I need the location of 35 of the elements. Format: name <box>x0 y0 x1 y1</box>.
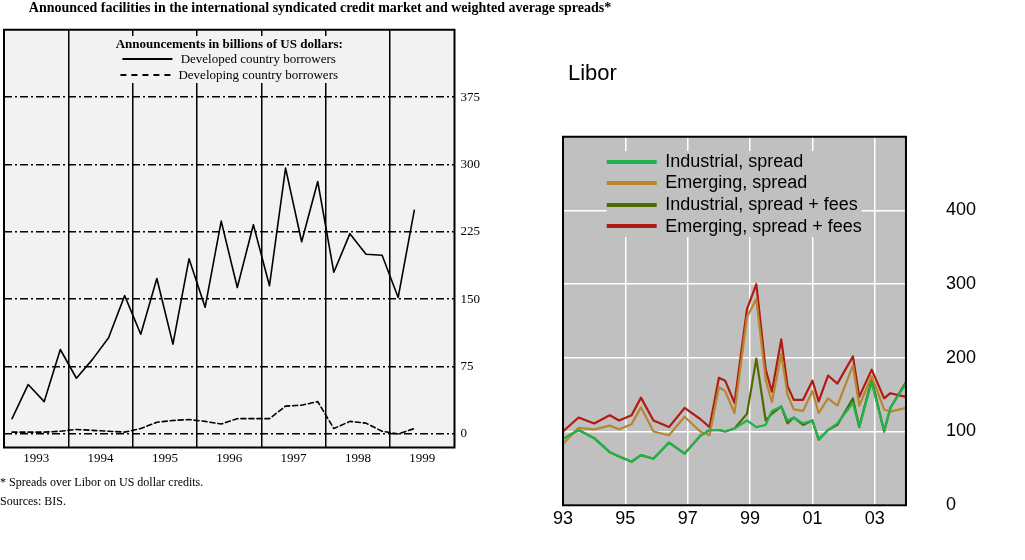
x-tick-label: 1999 <box>409 449 436 465</box>
text: * Spreads over Libor on US dollar credits. <box>0 475 205 490</box>
x-tick-label: 1997 <box>280 449 308 465</box>
y-tick-label: 150 <box>460 290 480 306</box>
x-tick-label: 1995 <box>151 449 178 465</box>
y-tick-label: 200 <box>945 346 977 367</box>
x-tick-label: 01 <box>802 507 823 528</box>
x-tick-label: 1994 <box>87 449 115 465</box>
legend-label: Emerging, spread + fees <box>665 215 862 238</box>
chart-title: Announced facilities in the international syndicated credit market and weighted average spreads* <box>27 0 613 16</box>
legend-label: Emerging, spread <box>665 172 808 194</box>
x-tick-label: 97 <box>677 507 698 528</box>
x-tick-label: 1998 <box>344 449 371 465</box>
x-tick-label: 95 <box>615 507 636 528</box>
y-tick-label: 300 <box>460 155 480 171</box>
y-tick-label: 225 <box>460 223 480 239</box>
y-tick-label: 375 <box>460 88 480 104</box>
legend-label: Developing country borrowers <box>178 66 339 83</box>
legend-label: Industrial, spread + fees <box>665 193 858 216</box>
y-tick-label: 400 <box>945 199 977 220</box>
x-tick-label: 1993 <box>23 449 50 465</box>
y-axis-title: Libor <box>568 60 618 86</box>
x-tick-label: 1996 <box>216 449 243 465</box>
y-tick-label: 300 <box>945 273 977 294</box>
y-tick-label: 75 <box>460 358 474 373</box>
y-tick-label: 0 <box>460 425 467 441</box>
legend-label: Industrial, spread <box>665 150 804 173</box>
x-tick-label: 99 <box>740 507 761 528</box>
legend-label: Developed country borrowers <box>180 51 336 67</box>
x-tick-label: 03 <box>864 507 885 528</box>
y-tick-label: 100 <box>945 420 977 441</box>
x-tick-label: 93 <box>553 507 574 528</box>
legend-title: Announcements in billions of US dollars: <box>115 35 343 52</box>
y-tick-label: 0 <box>945 494 956 515</box>
source-note: Sources: BIS. <box>0 494 67 509</box>
